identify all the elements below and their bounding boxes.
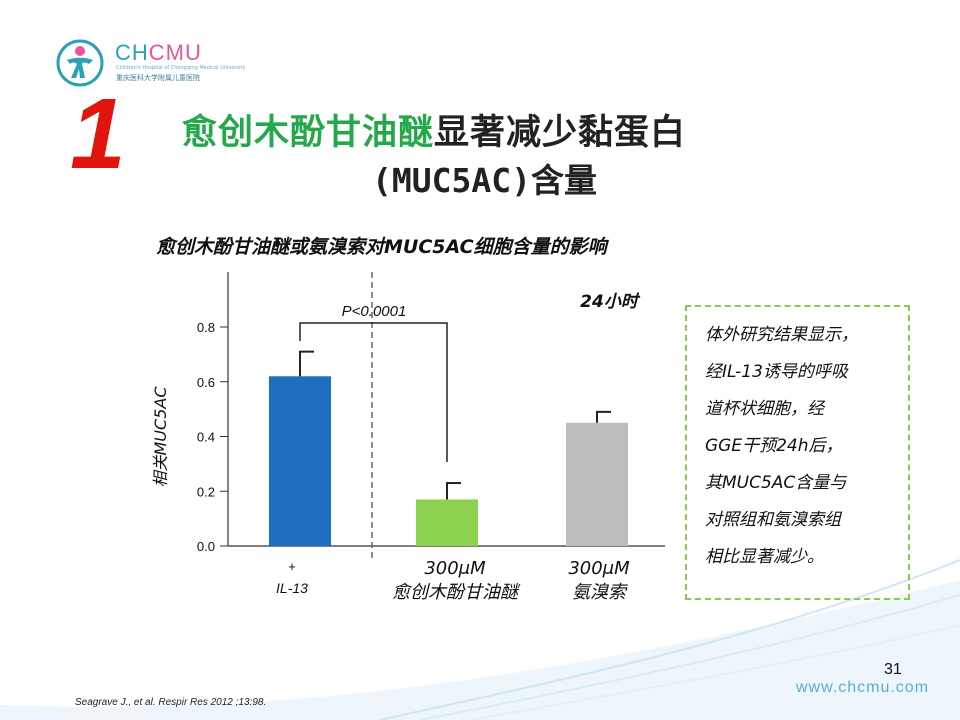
callout-line: 经IL-13诱导的呼吸 [705,362,848,382]
logo-name: CHCMU [115,40,202,65]
x-label-line2: IL-13 [276,580,308,596]
callout-line: 相比显著减少。 [705,547,824,567]
y-tick-label: 0.8 [197,320,215,335]
citation: Seagrave J., et al. Respir Res 2012 ;13:… [75,697,267,708]
bar [566,422,628,546]
background-wave-decoration [0,559,960,720]
bar [269,376,331,546]
callout-line: 对照组和氨溴索组 [705,510,841,530]
logo-chinese-name: 重庆医科大学附属儿童医院 [116,74,200,82]
slide-title-line2: (MUC5AC)含量 [372,161,597,200]
hospital-logo: CHCMU Children's Hospital of Chongqing M… [55,38,245,88]
x-label-line2: 愈创木酚甘油醚 [392,582,521,603]
x-label-line1: + [288,559,296,574]
y-tick-label: 0.0 [197,539,215,554]
callout-line: 道杯状细胞，经 [705,399,824,419]
y-tick-label: 0.2 [197,484,215,499]
bar [416,499,478,546]
callout-line: GGE干预24h后， [705,436,843,456]
website-url[interactable]: www.chcmu.com [796,679,930,696]
time-annotation: 24小时 [580,292,641,312]
significance-bracket [299,322,448,462]
callout-box: 体外研究结果显示， 经IL-13诱导的呼吸 道杯状细胞，经 GGE干预24h后，… [685,305,910,600]
x-label-line1: 300μM [568,558,630,579]
section-number: 1 [70,78,126,190]
x-label-line1: 300μM [424,558,486,579]
chart-title: 愈创木酚甘油醚或氨溴索对MUC5AC细胞含量的影响 [156,236,607,258]
logo-english-name: Children's Hospital of Chongqing Medical… [116,65,246,71]
callout-line: 其MUC5AC含量与 [705,473,847,493]
page-number: 31 [884,661,902,678]
y-tick-label: 0.6 [197,375,215,390]
y-axis-label: 相关MUC5AC [151,386,170,488]
x-label-line2: 氨溴索 [572,582,628,603]
p-value-annotation: P<0.0001 [342,303,407,320]
slide-title: 愈创木酚甘油醚显著减少黏蛋白 [182,104,686,155]
callout-line: 体外研究结果显示， [705,325,858,345]
title-green-part: 愈创木酚甘油醚 [182,113,435,153]
hospital-logo-icon [56,39,104,87]
y-tick-label: 0.4 [197,430,215,445]
title-black-part: 显著减少黏蛋白 [434,113,687,153]
